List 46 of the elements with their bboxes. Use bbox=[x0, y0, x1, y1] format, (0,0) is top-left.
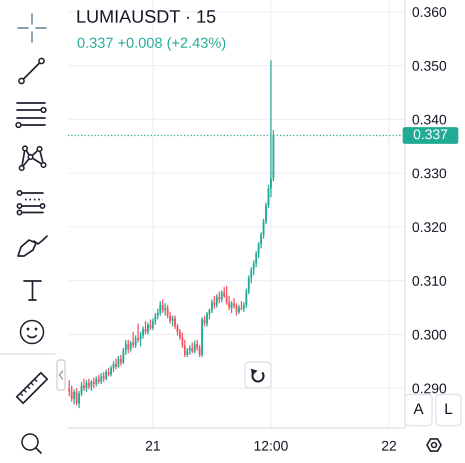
candlestick bbox=[144, 320, 146, 336]
candlestick bbox=[149, 318, 152, 331]
y-tick-label: 0.310 bbox=[412, 276, 446, 286]
candlestick bbox=[134, 334, 137, 349]
candlestick bbox=[216, 293, 218, 308]
candlestick bbox=[137, 323, 140, 344]
candlestick bbox=[86, 380, 88, 393]
x-tick-label: 22 bbox=[382, 440, 396, 451]
candlestick bbox=[105, 368, 108, 381]
candlestick bbox=[204, 315, 206, 327]
candlestick bbox=[172, 315, 174, 327]
candlestick bbox=[117, 355, 120, 368]
candlestick bbox=[92, 376, 95, 389]
candlestick bbox=[206, 311, 208, 327]
candlestick bbox=[147, 322, 149, 336]
candlestick bbox=[90, 380, 92, 392]
y-tick-label: 0.320 bbox=[412, 222, 446, 232]
chart-title: LUMIAUSDT · 15 bbox=[77, 10, 216, 23]
y-tick-label: 0.350 bbox=[412, 60, 446, 71]
y-tick-label: 0.300 bbox=[412, 330, 446, 340]
y-tick-label: 0.290 bbox=[412, 384, 446, 394]
candlestick bbox=[230, 300, 233, 314]
y-tick-label: 0.330 bbox=[412, 168, 446, 178]
candlestick bbox=[213, 295, 216, 310]
candlestick bbox=[201, 316, 203, 358]
candlestick bbox=[164, 302, 166, 316]
candlestick bbox=[83, 378, 85, 392]
candlestick bbox=[240, 300, 242, 311]
candlestick bbox=[76, 388, 78, 406]
y-tick-label: 0.340 bbox=[412, 114, 446, 125]
text: L bbox=[446, 403, 452, 414]
x-tick-label: 12:00 bbox=[254, 440, 288, 451]
text: A bbox=[413, 403, 424, 414]
candlestick bbox=[115, 358, 117, 370]
candlestick bbox=[238, 304, 240, 315]
y-tick-label: 0.360 bbox=[412, 7, 446, 17]
candlestick bbox=[88, 378, 90, 390]
x-tick-label: 21 bbox=[146, 440, 160, 451]
candlestick bbox=[120, 354, 122, 366]
candlestick bbox=[194, 340, 196, 354]
ref-line-label: 0.337 bbox=[414, 129, 448, 140]
candlestick bbox=[110, 365, 112, 378]
candlestick bbox=[73, 388, 76, 405]
candlestick bbox=[102, 371, 105, 382]
candlestick bbox=[112, 360, 114, 373]
text: 0.337 +0.008 (+2.43%) bbox=[78, 37, 226, 51]
